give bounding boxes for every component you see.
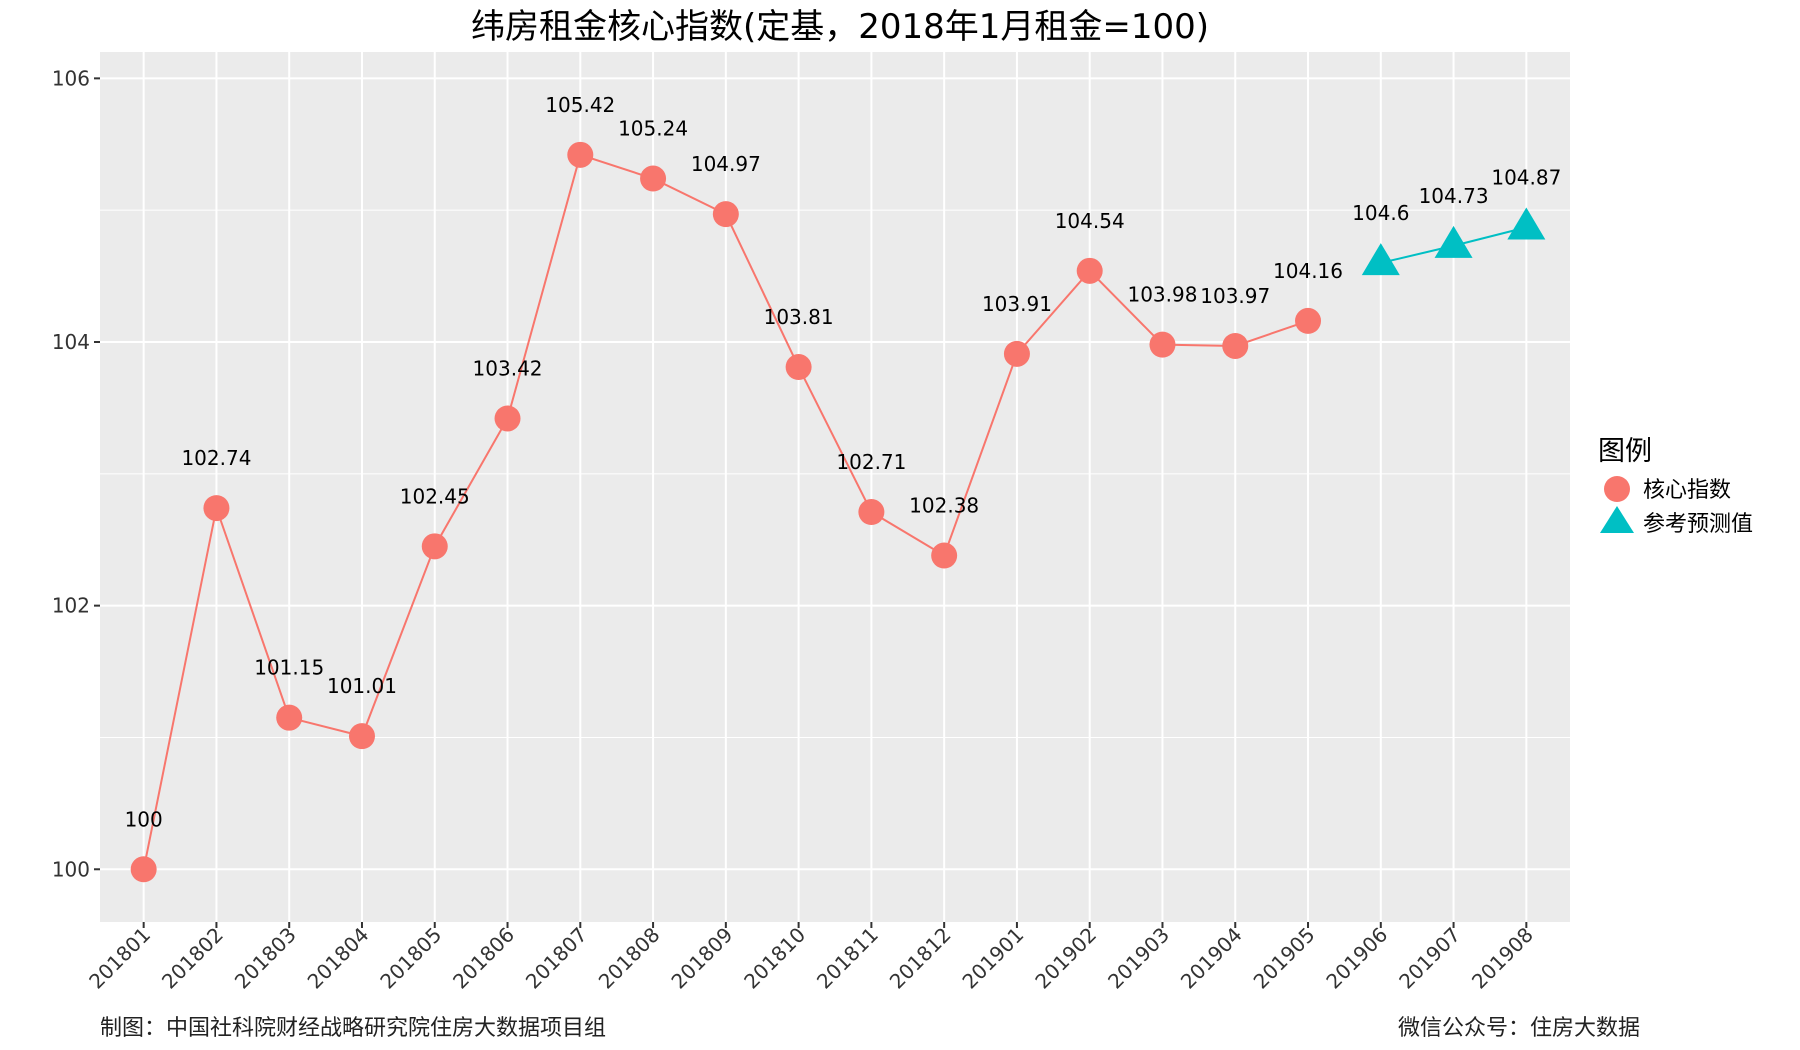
data-point-circle bbox=[785, 354, 812, 381]
data-point-circle bbox=[276, 704, 303, 731]
grid-lines bbox=[100, 52, 1570, 922]
data-label: 104.97 bbox=[691, 152, 761, 176]
x-tick-label: 201802 bbox=[157, 923, 228, 994]
data-point-triangle bbox=[1361, 243, 1400, 276]
data-label: 103.42 bbox=[473, 356, 543, 380]
chart-title: 纬房租金核心指数(定基，2018年1月租金=100) bbox=[471, 7, 1209, 47]
data-label: 102.71 bbox=[836, 450, 906, 474]
x-tick-label: 201906 bbox=[1321, 923, 1392, 994]
y-tick-label: 104 bbox=[52, 330, 90, 354]
data-label: 105.24 bbox=[618, 117, 688, 141]
x-tick-label: 201801 bbox=[84, 923, 155, 994]
data-point-triangle bbox=[1434, 225, 1473, 258]
x-tick-label: 201810 bbox=[739, 923, 810, 994]
x-tick-label: 201904 bbox=[1176, 923, 1247, 994]
data-label: 104.73 bbox=[1419, 184, 1489, 208]
legend-entry-core-index: 核心指数 bbox=[1643, 478, 1731, 503]
x-tick-label: 201803 bbox=[230, 923, 301, 994]
data-point-circle bbox=[1295, 307, 1322, 334]
data-point-circle bbox=[1222, 332, 1249, 359]
data-point-circle bbox=[567, 141, 594, 168]
data-label: 103.91 bbox=[982, 292, 1052, 316]
y-tick-label: 100 bbox=[52, 857, 90, 881]
data-point-circle bbox=[931, 542, 958, 569]
footer-wechat: 微信公众号：住房大数据 bbox=[1398, 1016, 1640, 1041]
data-point-circle bbox=[1149, 331, 1176, 358]
data-label: 102.74 bbox=[181, 446, 251, 470]
data-label: 100 bbox=[125, 807, 163, 831]
data-label: 104.6 bbox=[1352, 201, 1409, 225]
legend-title: 图例 bbox=[1598, 436, 1652, 467]
legend-marker-triangle bbox=[1600, 506, 1634, 533]
x-tick-label: 201807 bbox=[521, 923, 592, 994]
footer-credit: 制图：中国社科院财经战略研究院住房大数据项目组 bbox=[100, 1016, 606, 1041]
data-point-circle bbox=[421, 533, 448, 560]
x-tick-label: 201808 bbox=[594, 923, 665, 994]
data-label: 104.87 bbox=[1491, 165, 1561, 189]
data-label: 101.01 bbox=[327, 674, 397, 698]
data-point-circle bbox=[348, 723, 375, 750]
plot-panel bbox=[100, 52, 1570, 922]
x-tick-label: 201804 bbox=[303, 923, 374, 994]
x-tick-label: 201809 bbox=[666, 923, 737, 994]
series bbox=[130, 141, 1546, 883]
x-tick-label: 201902 bbox=[1030, 923, 1101, 994]
data-point-circle bbox=[130, 856, 157, 883]
x-tick-label: 201908 bbox=[1467, 923, 1538, 994]
data-label: 103.81 bbox=[764, 305, 834, 329]
data-point-triangle bbox=[1507, 207, 1546, 240]
data-point-circle bbox=[858, 499, 885, 526]
data-label: 104.16 bbox=[1273, 259, 1343, 283]
legend: 图例 核心指数 参考预测值 bbox=[1598, 436, 1753, 537]
data-point-circle bbox=[203, 495, 230, 522]
data-labels: 100102.74101.15101.01102.45103.42105.421… bbox=[125, 93, 1562, 831]
data-label: 102.45 bbox=[400, 484, 470, 508]
data-label: 102.38 bbox=[909, 494, 979, 518]
x-tick-label: 201811 bbox=[812, 923, 883, 994]
data-point-circle bbox=[1076, 257, 1103, 284]
legend-marker-circle bbox=[1604, 476, 1630, 502]
x-tick-label: 201812 bbox=[885, 923, 956, 994]
data-label: 105.42 bbox=[545, 93, 615, 117]
data-label: 101.15 bbox=[254, 656, 324, 680]
x-tick-label: 201905 bbox=[1249, 923, 1320, 994]
data-label: 104.54 bbox=[1055, 209, 1125, 233]
data-point-circle bbox=[1003, 340, 1030, 367]
x-tick-label: 201805 bbox=[375, 923, 446, 994]
data-label: 103.97 bbox=[1200, 284, 1270, 308]
y-tick-label: 106 bbox=[52, 66, 90, 90]
data-point-circle bbox=[494, 405, 521, 432]
data-point-circle bbox=[640, 165, 667, 192]
data-point-circle bbox=[712, 201, 739, 228]
x-tick-label: 201901 bbox=[958, 923, 1029, 994]
x-tick-label: 201903 bbox=[1103, 923, 1174, 994]
y-tick-label: 102 bbox=[52, 594, 90, 618]
legend-entry-forecast: 参考预测值 bbox=[1643, 512, 1753, 537]
x-tick-label: 201806 bbox=[448, 923, 519, 994]
data-label: 103.98 bbox=[1127, 283, 1197, 307]
x-tick-label: 201907 bbox=[1394, 923, 1465, 994]
